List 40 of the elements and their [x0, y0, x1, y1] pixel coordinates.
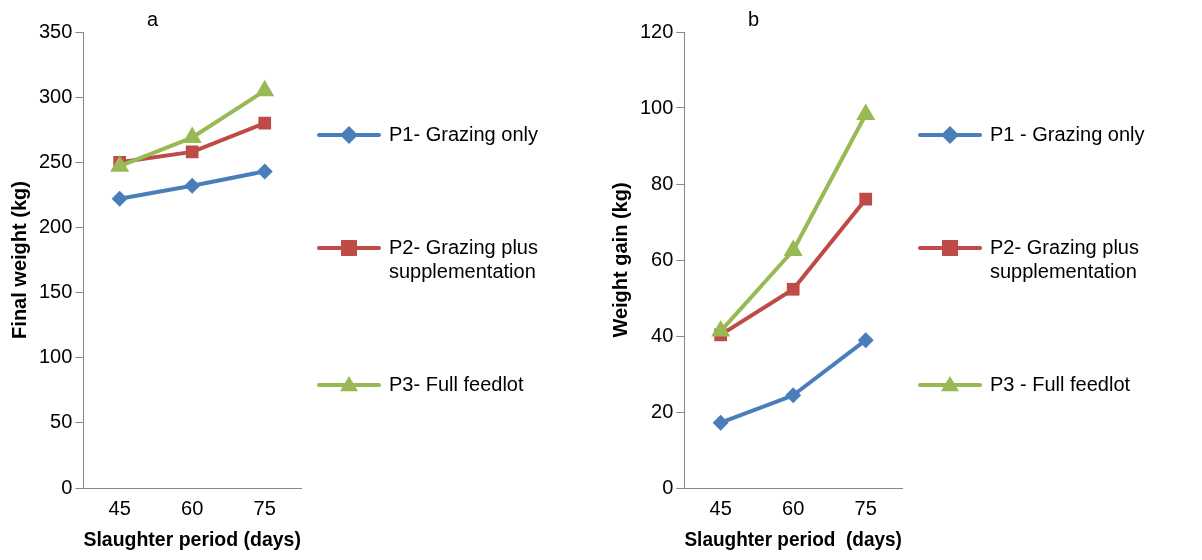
x-tick-label: 75 [253, 496, 276, 519]
y-tick-label: 200 [38, 214, 73, 237]
y-axis-title: Final weight (kg) [7, 181, 30, 339]
x-axis-title: Slaughter period (days) [684, 527, 902, 550]
y-tick-label: 80 [651, 171, 674, 194]
point [786, 282, 800, 296]
x-tick-label: 60 [782, 496, 805, 519]
chart-title: b [747, 7, 760, 30]
y-tick-label: 300 [38, 84, 73, 107]
y-tick-label: 50 [50, 410, 73, 433]
legend-label: P1- Grazing only [389, 122, 538, 145]
legend-label: P3- Full feedlot [389, 372, 524, 395]
legend-label: P1 - Grazing only [990, 122, 1145, 145]
legend-label: P2- Grazing plus supplementation [389, 235, 538, 282]
point [712, 414, 729, 431]
y-tick-label: 350 [38, 19, 73, 42]
y-axis-title: Weight gain (kg) [608, 182, 631, 338]
y-tick-label: 40 [651, 323, 674, 346]
y-tick-label: 100 [639, 95, 674, 118]
chart-title: a [146, 7, 159, 30]
y-tick-label: 20 [651, 399, 674, 422]
x-tick-label: 75 [854, 496, 877, 519]
x-tick-label: 45 [709, 496, 732, 519]
legend-label: P2- Grazing plus supplementation [990, 235, 1139, 282]
point [783, 239, 803, 256]
x-tick-label: 45 [108, 496, 131, 519]
y-tick-label: 150 [38, 280, 73, 303]
x-tick-label: 60 [181, 496, 204, 519]
y-tick-label: 120 [639, 19, 674, 42]
y-tick-label: 0 [61, 475, 73, 498]
point [785, 387, 802, 404]
y-tick-label: 0 [662, 475, 674, 498]
y-tick-label: 60 [651, 247, 674, 270]
x-axis-title: Slaughter period (days) [83, 527, 301, 550]
y-tick-label: 100 [38, 345, 73, 368]
y-tick-label: 250 [38, 149, 73, 172]
point [857, 332, 874, 349]
legend-label: P3 - Full feedlot [990, 372, 1131, 395]
point [856, 103, 876, 120]
point [859, 192, 873, 206]
